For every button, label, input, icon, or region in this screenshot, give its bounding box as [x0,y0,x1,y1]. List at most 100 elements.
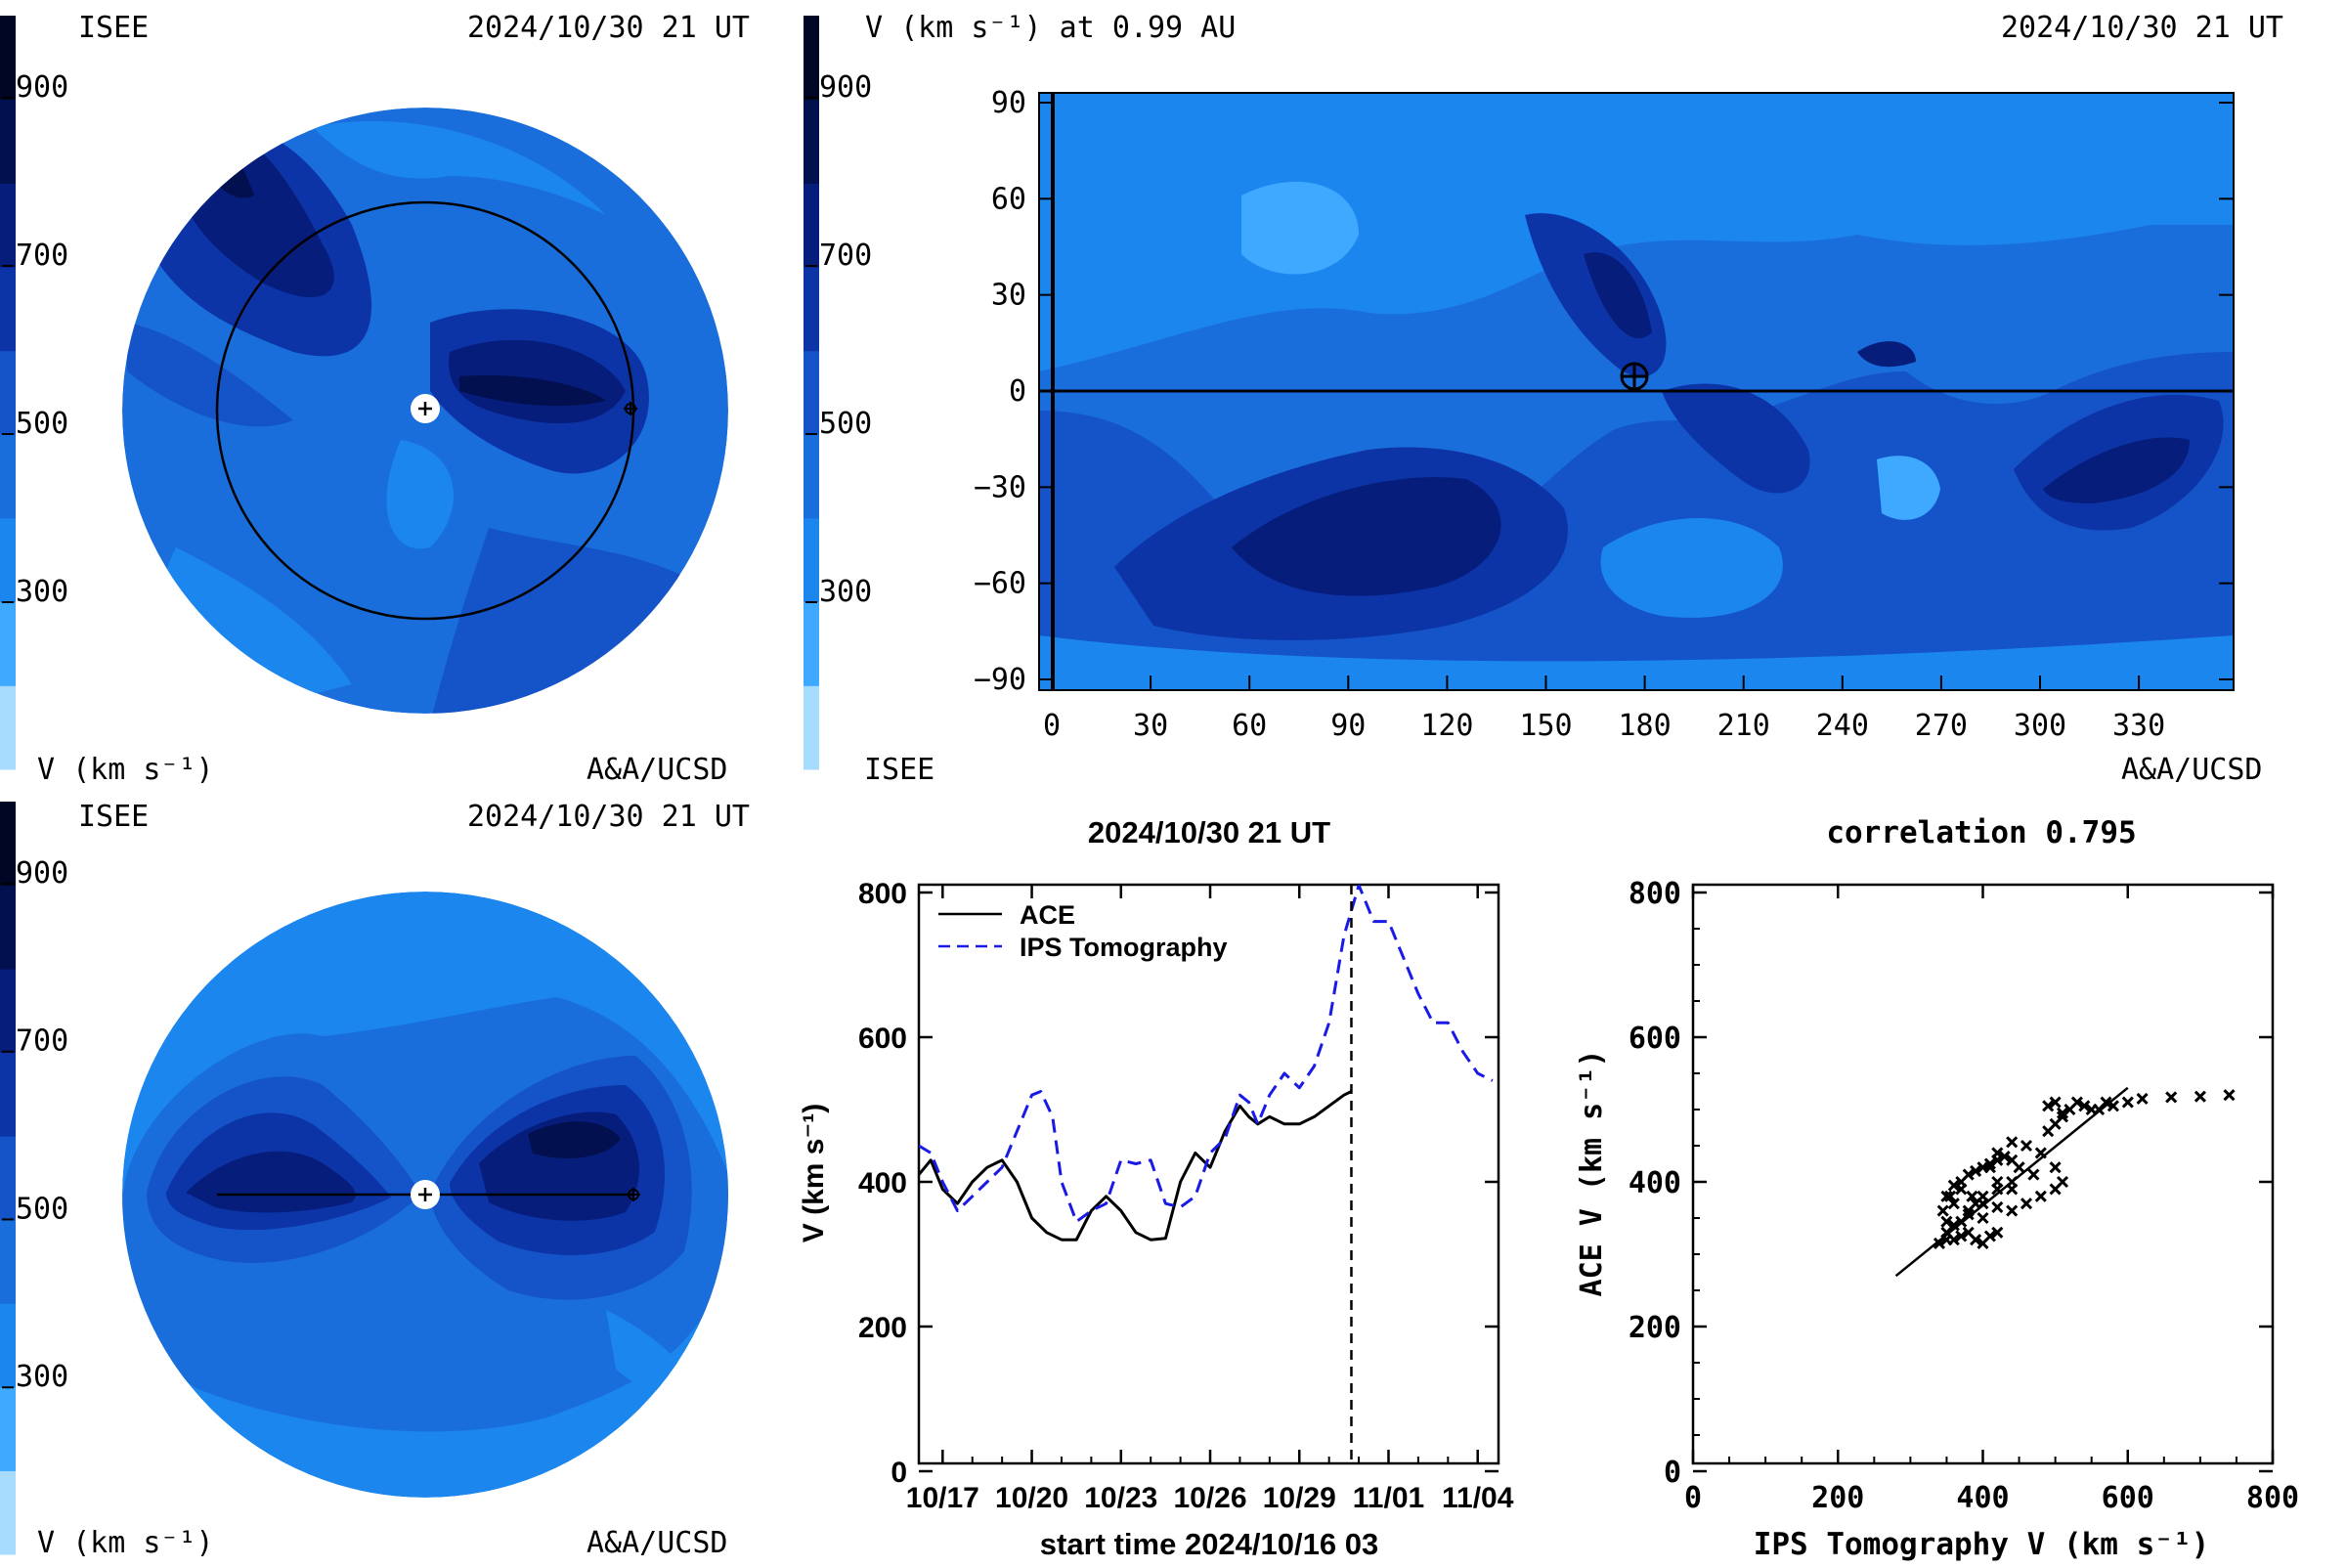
scatter-point-stroke [1970,1234,1982,1246]
latitude-tick-label: 0 [1009,374,1026,409]
colorbar-tick-label: 900 [16,70,68,105]
earth-marker [624,402,637,415]
colorbar-swatch [0,969,16,1054]
scatter-point-stroke [2049,1096,2062,1109]
scatter-point [2049,1161,2062,1174]
scatter-point [2027,1168,2040,1181]
scatter-point [1940,1215,1953,1228]
scatter-point [2070,1096,2083,1109]
scatter-point [1940,1226,1953,1239]
scatter-point [1936,1204,1949,1217]
panel-date: 2024/10/30 21 UT [467,11,750,45]
scatter-point [1962,1168,1975,1181]
scatter-point-stroke [2121,1096,2134,1109]
scatter-point [1966,1190,1978,1202]
latitude-tick-label: −60 [974,567,1026,601]
colorbar-tick-label: 700 [819,239,872,273]
x-tick-label: 0 [1684,1481,1702,1515]
scatter-point [1970,1234,1982,1246]
scatter-point-stroke [2136,1092,2149,1105]
scatter-title: correlation 0.795 [1826,815,2136,850]
colorbar-swatch [0,1052,16,1137]
colorbar-tick-label: 700 [16,1024,68,1059]
scatter-point-stroke [2049,1161,2062,1174]
scatter-point [1955,1230,1968,1242]
scatter-point-stroke [1962,1226,1975,1239]
colorbar-swatch [804,99,819,184]
timeseries-legend: ACE IPS Tomography [938,900,1228,962]
scatter-point [2121,1096,2134,1109]
colorbar-swatch [804,350,819,435]
scatter-point-stroke [2013,1161,2025,1174]
scatter-point [2056,1175,2069,1189]
scatter-point-stroke [1991,1147,2004,1159]
colorbar-swatch [0,99,16,184]
panel-date: 2024/10/30 21 UT [2001,11,2283,45]
scatter-point [2042,1100,2055,1112]
timeseries-series [919,885,1494,1241]
scatter-point [1955,1183,1968,1196]
scatter-point [2020,1198,2033,1210]
latitude-tick-label: −90 [974,663,1026,697]
scatter-point-stroke [2020,1139,2033,1153]
scatter-point-stroke [1983,1161,1996,1174]
longitude-tick-label: 270 [1915,709,1968,743]
synoptic-longitude-axis: 0 30 60 90 120 150 180 210 240 270 300 330 [1043,675,2165,743]
timeseries-y-label: V (km s⁻¹) [798,1104,830,1243]
scatter-point [2223,1089,2236,1102]
latitude-tick-label: −30 [974,470,1026,504]
scatter-point [1991,1200,2004,1213]
scatter-point-stroke [1983,1230,1996,1242]
latitude-tick-label: 30 [991,279,1026,313]
y-tick-label: 800 [1629,877,1681,911]
scatter-point-stroke [2027,1168,2040,1181]
scatter-point-stroke [1991,1175,2004,1189]
scatter-point [1983,1230,1996,1242]
scatter-point-stroke [2070,1096,2083,1109]
ace-series-line [919,1090,1353,1241]
colorbar-swatch [0,350,16,435]
colorbar-tick-label: 900 [16,856,68,891]
colorbar-tick-label: 900 [819,70,872,105]
colorbar-tick-label: 300 [16,575,68,609]
y-tick-label: 0 [891,1457,907,1489]
scatter-point-stroke [2078,1100,2091,1112]
scatter-point [1955,1215,1968,1228]
colorbar-swatch [0,601,16,686]
scatter-point-stroke [2006,1204,2019,1217]
ips-tomography-series-line [919,885,1494,1224]
y-tick-label: 200 [858,1312,907,1344]
timeseries-axes: 0 200 400 600 800 10/17 10/20 10/23 10/26 10/29 11… [858,878,1514,1514]
synoptic-map-panel: V (km s⁻¹) at 0.99 AU 2024/10/30 21 UT I… [864,11,2283,787]
credit-label: A&A/UCSD [586,1526,728,1560]
earth-marker [1620,362,1649,391]
scatter-point-stroke [1977,1211,1989,1225]
longitude-tick-label: 330 [2112,709,2165,743]
colorbar-tick-label: 300 [819,575,872,609]
longitude-tick-label: 210 [1717,709,1770,743]
scatter-point-stroke [2194,1090,2206,1103]
scatter-point-stroke [1991,1200,2004,1213]
sun-marker [411,394,440,423]
colorbar-tick-label: 500 [16,407,68,441]
scatter-point [2006,1183,2019,1196]
timeseries-panel: 2024/10/30 21 UT 0 200 400 600 800 10/17 10/20… [798,815,1514,1561]
x-tick-label: 400 [1956,1481,2009,1515]
y-tick-label: 400 [1629,1166,1681,1200]
colorbar-tick-label: 500 [16,1192,68,1226]
scatter-point-stroke [2223,1089,2236,1102]
scatter-point [2006,1204,2019,1217]
scatter-point [2107,1100,2119,1112]
earth-marker [627,1188,640,1201]
credit-label: A&A/UCSD [2121,753,2263,787]
panel-date: 2024/10/30 21 UT [467,800,750,834]
scatter-point [2006,1136,2019,1149]
y-tick-label: 400 [858,1167,907,1199]
meridional-view-panel: ISEE 2024/10/30 21 UT V (km s⁻¹) A&A/UCS… [37,800,750,1560]
colorbar-variable-label: V (km s⁻¹) [37,1526,214,1560]
colorbar-ecliptic: 900 700 500 300 [0,16,68,770]
colorbar-tick-label: 300 [16,1360,68,1394]
latitude-tick-label: 90 [991,86,1026,120]
colorbar-swatch [804,434,819,519]
colorbar-swatch [0,183,16,268]
